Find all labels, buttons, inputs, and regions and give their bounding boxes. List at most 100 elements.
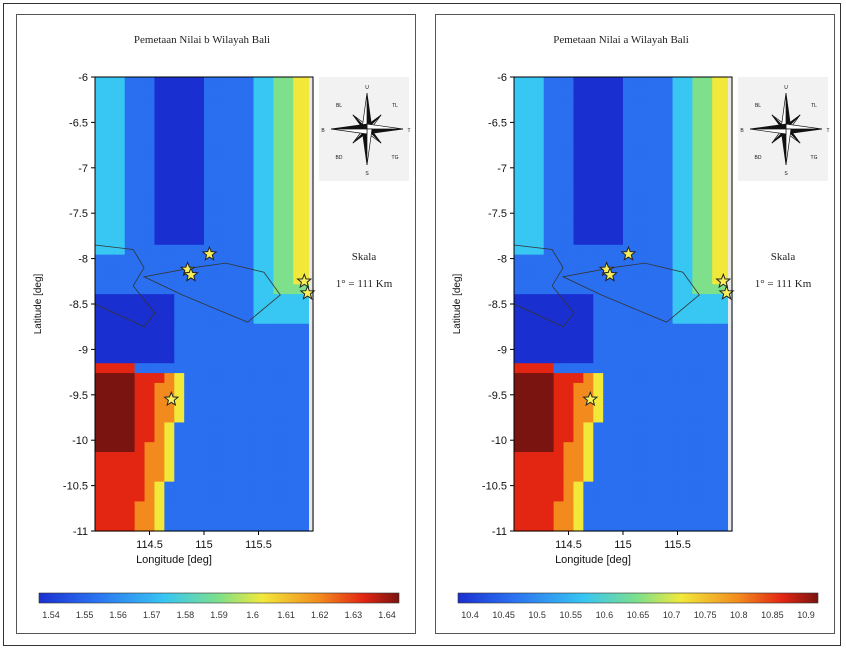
heatmap-cell — [613, 244, 624, 256]
colorbar — [457, 592, 819, 604]
heatmap-cell — [702, 244, 713, 256]
heatmap-cell — [563, 471, 575, 483]
heatmap-cell — [164, 382, 175, 394]
heatmap-cell — [563, 442, 575, 453]
heatmap-cell — [533, 195, 545, 206]
heatmap-cell — [682, 205, 693, 216]
compass-direction-label: T — [407, 128, 410, 134]
heatmap-cell — [164, 422, 175, 433]
heatmap-cell — [662, 471, 674, 483]
heatmap-cell — [692, 185, 703, 197]
heatmap-cell — [642, 481, 654, 493]
heatmap-cell — [523, 432, 535, 443]
heatmap-cell — [233, 136, 245, 147]
heatmap-cell — [672, 185, 684, 197]
heatmap-cell — [642, 136, 654, 147]
heatmap-cell — [263, 382, 274, 394]
heatmap-cell — [642, 225, 654, 236]
heatmap-cell — [533, 264, 545, 275]
heatmap-cell — [553, 284, 565, 295]
heatmap-cell — [134, 215, 146, 226]
heatmap-cell — [613, 373, 624, 384]
heatmap-cell — [593, 225, 604, 236]
heatmap-cell — [682, 294, 693, 305]
heatmap-cell — [233, 511, 245, 522]
heatmap-cell — [573, 294, 584, 305]
colorbar-tick-label: 1.64 — [378, 610, 396, 620]
heatmap-cell — [263, 412, 274, 424]
heatmap-cell — [583, 234, 594, 246]
heatmap-cell — [134, 86, 146, 98]
heatmap-cell — [722, 521, 733, 532]
heatmap-cell — [523, 106, 535, 118]
heatmap-cell — [233, 363, 245, 374]
heatmap-cell — [204, 274, 215, 285]
colorbar — [38, 592, 400, 604]
heatmap-cell — [233, 185, 245, 197]
heatmap-cell — [213, 77, 225, 88]
heatmap-cell — [573, 234, 584, 246]
epicenter-star-marker — [201, 245, 218, 261]
heatmap-cell — [692, 136, 703, 147]
heatmap-cell — [223, 205, 235, 216]
heatmap-cell — [563, 304, 575, 315]
heatmap-cell — [543, 452, 555, 463]
heatmap-cell — [213, 205, 225, 216]
heatmap-cell — [632, 333, 644, 345]
heatmap-cell — [543, 382, 555, 394]
heatmap-cell — [712, 244, 723, 256]
heatmap-cell — [702, 254, 713, 266]
heatmap-cell — [253, 382, 265, 394]
heatmap-cell — [303, 432, 314, 443]
heatmap-cell — [184, 254, 195, 266]
heatmap-cell — [523, 205, 535, 216]
heatmap-cell — [104, 205, 116, 216]
heatmap-cell — [682, 126, 693, 137]
heatmap-cell — [174, 234, 185, 246]
heatmap-cell — [603, 461, 614, 473]
y-tick-label: -6 — [497, 72, 507, 84]
heatmap-cell — [223, 294, 235, 305]
y-tick-label: -8.5 — [488, 299, 507, 311]
heatmap-cell — [164, 244, 175, 256]
heatmap-cell — [134, 333, 146, 345]
heatmap-cell — [563, 432, 575, 443]
heatmap-cell — [114, 244, 126, 256]
heatmap-cell — [134, 234, 146, 246]
heatmap-cell — [95, 116, 106, 127]
heatmap-cell — [662, 195, 674, 206]
heatmap-cell — [702, 323, 713, 335]
heatmap-cell — [712, 432, 723, 443]
heatmap-cell — [104, 116, 116, 127]
heatmap-cell — [652, 244, 664, 256]
heatmap-cell — [154, 382, 165, 394]
heatmap-cell — [672, 471, 684, 483]
heatmap-cell — [223, 274, 235, 285]
heatmap-cell — [144, 353, 156, 364]
heatmap-cell — [632, 234, 644, 246]
heatmap-cell — [263, 106, 274, 118]
heatmap-cell — [623, 422, 634, 433]
heatmap-cell — [124, 323, 136, 335]
heatmap-cell — [613, 294, 624, 305]
heatmap-cell — [722, 155, 733, 167]
heatmap-cell — [213, 284, 225, 295]
compass-direction-label: B — [321, 128, 325, 134]
heatmap-cell — [632, 501, 644, 512]
heatmap-cell — [174, 422, 185, 433]
heatmap-cell — [154, 195, 165, 206]
heatmap-cell — [134, 452, 146, 463]
heatmap-cell — [283, 165, 294, 177]
heatmap-cell — [722, 442, 733, 453]
heatmap-cell — [712, 165, 723, 177]
heatmap-cell — [194, 511, 205, 522]
heatmap-cell — [543, 294, 555, 305]
heatmap-cell — [672, 205, 684, 216]
heatmap-cell — [652, 323, 664, 335]
heatmap-cell — [164, 353, 175, 364]
heatmap-cell — [95, 412, 106, 424]
heatmap-cell — [573, 333, 584, 345]
heatmap-cell — [124, 422, 136, 433]
heatmap-cell — [184, 126, 195, 137]
heatmap-cell — [204, 254, 215, 266]
